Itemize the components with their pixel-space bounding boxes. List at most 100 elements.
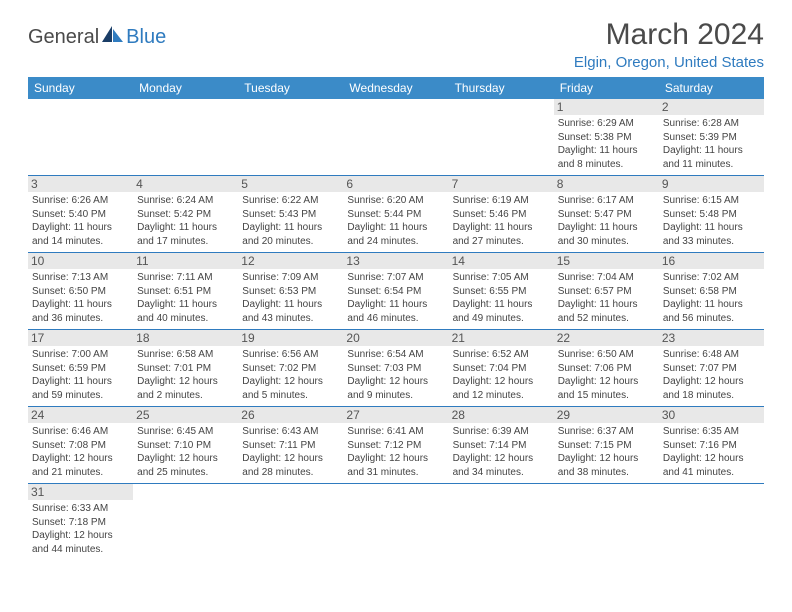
- calendar-row: 3Sunrise: 6:26 AMSunset: 5:40 PMDaylight…: [28, 176, 764, 253]
- sunset-line: Sunset: 5:42 PM: [137, 208, 234, 222]
- calendar-cell: [133, 99, 238, 176]
- day-number: 14: [449, 253, 554, 269]
- calendar-cell: 8Sunrise: 6:17 AMSunset: 5:47 PMDaylight…: [554, 176, 659, 253]
- day-number: 25: [133, 407, 238, 423]
- sunset-line: Sunset: 7:18 PM: [32, 516, 129, 530]
- empty-cell: [28, 99, 133, 115]
- sunset-line: Sunset: 7:01 PM: [137, 362, 234, 376]
- day-details: Sunrise: 7:07 AMSunset: 6:54 PMDaylight:…: [347, 271, 444, 325]
- sunrise-line: Sunrise: 6:48 AM: [663, 348, 760, 362]
- calendar-row: 1 Sunrise: 6:29 AMSunset: 5:38 PMDaylight…: [28, 99, 764, 176]
- sunrise-line: Sunrise: 6:35 AM: [663, 425, 760, 439]
- day-number: 1: [554, 99, 659, 115]
- sunrise-line: Sunrise: 6:43 AM: [242, 425, 339, 439]
- empty-cell: [343, 99, 448, 115]
- daylight-line: Daylight: 12 hours and 2 minutes.: [137, 375, 234, 402]
- day-details: Sunrise: 6:29 AMSunset: 5:38 PMDaylight:…: [558, 117, 655, 171]
- sunrise-line: Sunrise: 7:02 AM: [663, 271, 760, 285]
- day-details: Sunrise: 6:56 AMSunset: 7:02 PMDaylight:…: [242, 348, 339, 402]
- calendar-cell: 11 Sunrise: 7:11 AMSunset: 6:51 PMDayligh…: [133, 253, 238, 330]
- day-details: Sunrise: 7:05 AMSunset: 6:55 PMDaylight:…: [453, 271, 550, 325]
- day-details: Sunrise: 7:09 AMSunset: 6:53 PMDaylight:…: [242, 271, 339, 325]
- day-number: 23: [659, 330, 764, 346]
- daylight-line: Daylight: 11 hours and 59 minutes.: [32, 375, 129, 402]
- daylight-line: Daylight: 11 hours and 36 minutes.: [32, 298, 129, 325]
- weekday-header-row: Sunday Monday Tuesday Wednesday Thursday…: [28, 77, 764, 99]
- day-number: 20: [343, 330, 448, 346]
- day-details: Sunrise: 7:11 AMSunset: 6:51 PMDaylight:…: [137, 271, 234, 325]
- day-number: 30: [659, 407, 764, 423]
- sunrise-line: Sunrise: 6:37 AM: [558, 425, 655, 439]
- calendar-table: Sunday Monday Tuesday Wednesday Thursday…: [28, 77, 764, 560]
- day-number: 16: [659, 253, 764, 269]
- sunset-line: Sunset: 6:54 PM: [347, 285, 444, 299]
- sunrise-line: Sunrise: 7:13 AM: [32, 271, 129, 285]
- sunrise-line: Sunrise: 6:17 AM: [558, 194, 655, 208]
- sunrise-line: Sunrise: 6:20 AM: [347, 194, 444, 208]
- daylight-line: Daylight: 12 hours and 21 minutes.: [32, 452, 129, 479]
- calendar-cell: 17Sunrise: 7:00 AMSunset: 6:59 PMDayligh…: [28, 330, 133, 407]
- sunset-line: Sunset: 5:48 PM: [663, 208, 760, 222]
- calendar-row: 31Sunrise: 6:33 AMSunset: 7:18 PMDayligh…: [28, 484, 764, 561]
- sunset-line: Sunset: 7:16 PM: [663, 439, 760, 453]
- empty-cell: [238, 484, 343, 500]
- day-details: Sunrise: 6:46 AMSunset: 7:08 PMDaylight:…: [32, 425, 129, 479]
- calendar-cell: [659, 484, 764, 561]
- day-details: Sunrise: 7:13 AMSunset: 6:50 PMDaylight:…: [32, 271, 129, 325]
- day-number: 12: [238, 253, 343, 269]
- daylight-line: Daylight: 11 hours and 14 minutes.: [32, 221, 129, 248]
- day-number: 15: [554, 253, 659, 269]
- calendar-row: 17Sunrise: 7:00 AMSunset: 6:59 PMDayligh…: [28, 330, 764, 407]
- calendar-cell: 2Sunrise: 6:28 AMSunset: 5:39 PMDaylight…: [659, 99, 764, 176]
- sunrise-line: Sunrise: 6:41 AM: [347, 425, 444, 439]
- weekday-header: Tuesday: [238, 77, 343, 99]
- day-details: Sunrise: 6:58 AMSunset: 7:01 PMDaylight:…: [137, 348, 234, 402]
- sunset-line: Sunset: 5:40 PM: [32, 208, 129, 222]
- day-details: Sunrise: 6:48 AMSunset: 7:07 PMDaylight:…: [663, 348, 760, 402]
- weekday-header: Friday: [554, 77, 659, 99]
- day-number: 2: [659, 99, 764, 115]
- daylight-line: Daylight: 12 hours and 18 minutes.: [663, 375, 760, 402]
- calendar-cell: 30Sunrise: 6:35 AMSunset: 7:16 PMDayligh…: [659, 407, 764, 484]
- calendar-cell: 22Sunrise: 6:50 AMSunset: 7:06 PMDayligh…: [554, 330, 659, 407]
- empty-cell: [659, 484, 764, 500]
- daylight-line: Daylight: 11 hours and 52 minutes.: [558, 298, 655, 325]
- sunset-line: Sunset: 6:55 PM: [453, 285, 550, 299]
- daylight-line: Daylight: 11 hours and 33 minutes.: [663, 221, 760, 248]
- daylight-line: Daylight: 11 hours and 17 minutes.: [137, 221, 234, 248]
- day-number: 19: [238, 330, 343, 346]
- calendar-cell: 21Sunrise: 6:52 AMSunset: 7:04 PMDayligh…: [449, 330, 554, 407]
- day-number: 10: [28, 253, 133, 269]
- sunrise-line: Sunrise: 6:54 AM: [347, 348, 444, 362]
- day-details: Sunrise: 6:33 AMSunset: 7:18 PMDaylight:…: [32, 502, 129, 556]
- calendar-cell: [133, 484, 238, 561]
- sunset-line: Sunset: 6:51 PM: [137, 285, 234, 299]
- sunset-line: Sunset: 6:59 PM: [32, 362, 129, 376]
- day-number: 11: [133, 253, 238, 269]
- day-number: 27: [343, 407, 448, 423]
- sunset-line: Sunset: 5:38 PM: [558, 131, 655, 145]
- month-title: March 2024: [574, 18, 764, 52]
- daylight-line: Daylight: 12 hours and 25 minutes.: [137, 452, 234, 479]
- sunset-line: Sunset: 5:39 PM: [663, 131, 760, 145]
- daylight-line: Daylight: 12 hours and 12 minutes.: [453, 375, 550, 402]
- sunrise-line: Sunrise: 6:19 AM: [453, 194, 550, 208]
- sunset-line: Sunset: 7:10 PM: [137, 439, 234, 453]
- daylight-line: Daylight: 11 hours and 20 minutes.: [242, 221, 339, 248]
- sunrise-line: Sunrise: 6:15 AM: [663, 194, 760, 208]
- logo: General Blue: [28, 18, 166, 49]
- calendar-cell: 12 Sunrise: 7:09 AMSunset: 6:53 PMDayligh…: [238, 253, 343, 330]
- calendar-cell: [28, 99, 133, 176]
- day-number: 21: [449, 330, 554, 346]
- day-number: 24: [28, 407, 133, 423]
- sunrise-line: Sunrise: 7:07 AM: [347, 271, 444, 285]
- empty-cell: [133, 99, 238, 115]
- day-number: 17: [28, 330, 133, 346]
- sunset-line: Sunset: 6:58 PM: [663, 285, 760, 299]
- day-details: Sunrise: 6:20 AMSunset: 5:44 PMDaylight:…: [347, 194, 444, 248]
- header: General Blue March 2024 Elgin, Oregon, U…: [28, 18, 764, 71]
- calendar-cell: 9Sunrise: 6:15 AMSunset: 5:48 PMDaylight…: [659, 176, 764, 253]
- day-details: Sunrise: 6:19 AMSunset: 5:46 PMDaylight:…: [453, 194, 550, 248]
- sunset-line: Sunset: 7:04 PM: [453, 362, 550, 376]
- empty-cell: [449, 484, 554, 500]
